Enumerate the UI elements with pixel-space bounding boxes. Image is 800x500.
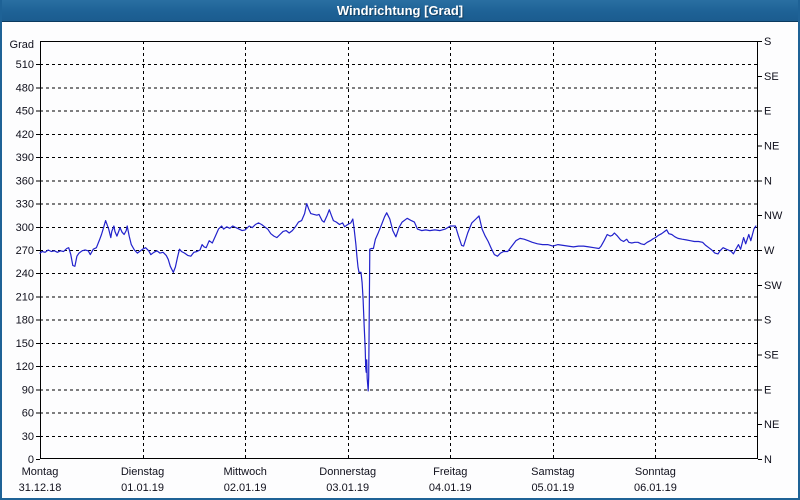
left-axis-tick-label: 30 bbox=[22, 431, 34, 443]
right-axis-compass-label: W bbox=[764, 245, 775, 257]
right-axis-compass-label: SE bbox=[764, 350, 779, 362]
right-axis-compass-label: NE bbox=[764, 419, 779, 431]
right-axis-compass-label: NE bbox=[764, 141, 779, 153]
x-axis-date-label: 06.01.19 bbox=[634, 482, 677, 494]
left-axis-tick-label: 330 bbox=[16, 199, 34, 211]
x-axis-day-label: Donnerstag bbox=[319, 466, 376, 478]
right-axis-compass-label: S bbox=[764, 315, 771, 327]
left-axis-tick-label: 60 bbox=[22, 408, 34, 420]
right-axis-compass-label: E bbox=[764, 384, 771, 396]
x-axis-date-label: 03.01.19 bbox=[326, 482, 369, 494]
x-axis-date-label: 01.01.19 bbox=[121, 482, 164, 494]
x-axis-day-label: Montag bbox=[22, 466, 59, 478]
y-axis-title: Grad bbox=[10, 39, 34, 51]
left-axis-tick-label: 390 bbox=[16, 152, 34, 164]
left-axis-tick-label: 360 bbox=[16, 175, 34, 187]
left-axis-tick-label: 150 bbox=[16, 338, 34, 350]
x-axis-date-label: 31.12.18 bbox=[19, 482, 62, 494]
x-axis-day-label: Dienstag bbox=[121, 466, 164, 478]
window-title: Windrichtung [Grad] bbox=[336, 3, 464, 18]
left-axis-tick-label: 450 bbox=[16, 106, 34, 118]
right-axis-compass-label: N bbox=[764, 175, 772, 187]
left-axis-tick-label: 180 bbox=[16, 315, 34, 327]
x-axis-day-label: Samstag bbox=[531, 466, 574, 478]
left-axis-tick-label: 0 bbox=[28, 454, 34, 466]
left-axis-tick-label: 480 bbox=[16, 82, 34, 94]
x-axis-day-label: Freitag bbox=[433, 466, 467, 478]
left-axis-tick-label: 90 bbox=[22, 384, 34, 396]
left-axis-tick-label: 270 bbox=[16, 245, 34, 257]
left-axis-tick-label: 300 bbox=[16, 222, 34, 234]
right-axis-compass-label: S bbox=[764, 36, 771, 48]
right-axis-compass-label: SW bbox=[764, 280, 782, 292]
x-axis-date-label: 04.01.19 bbox=[429, 482, 472, 494]
left-axis-tick-label: 120 bbox=[16, 361, 34, 373]
left-axis-tick-label: 420 bbox=[16, 129, 34, 141]
left-axis-tick-label: 210 bbox=[16, 291, 34, 303]
right-axis-compass-label: E bbox=[764, 106, 771, 118]
plot-frame bbox=[40, 41, 758, 459]
right-axis-compass-label: N bbox=[764, 454, 772, 466]
x-axis-date-label: 02.01.19 bbox=[224, 482, 267, 494]
x-axis-date-label: 05.01.19 bbox=[531, 482, 574, 494]
left-axis-tick-label: 240 bbox=[16, 268, 34, 280]
wind-direction-series-line bbox=[39, 203, 757, 392]
x-axis-day-label: Mittwoch bbox=[223, 466, 266, 478]
window-titlebar: Windrichtung [Grad] bbox=[2, 0, 798, 22]
right-axis-compass-label: NW bbox=[764, 210, 783, 222]
x-axis-day-label: Sonntag bbox=[635, 466, 676, 478]
left-axis-tick-label: 510 bbox=[16, 59, 34, 71]
right-axis-compass-label: SE bbox=[764, 71, 779, 83]
